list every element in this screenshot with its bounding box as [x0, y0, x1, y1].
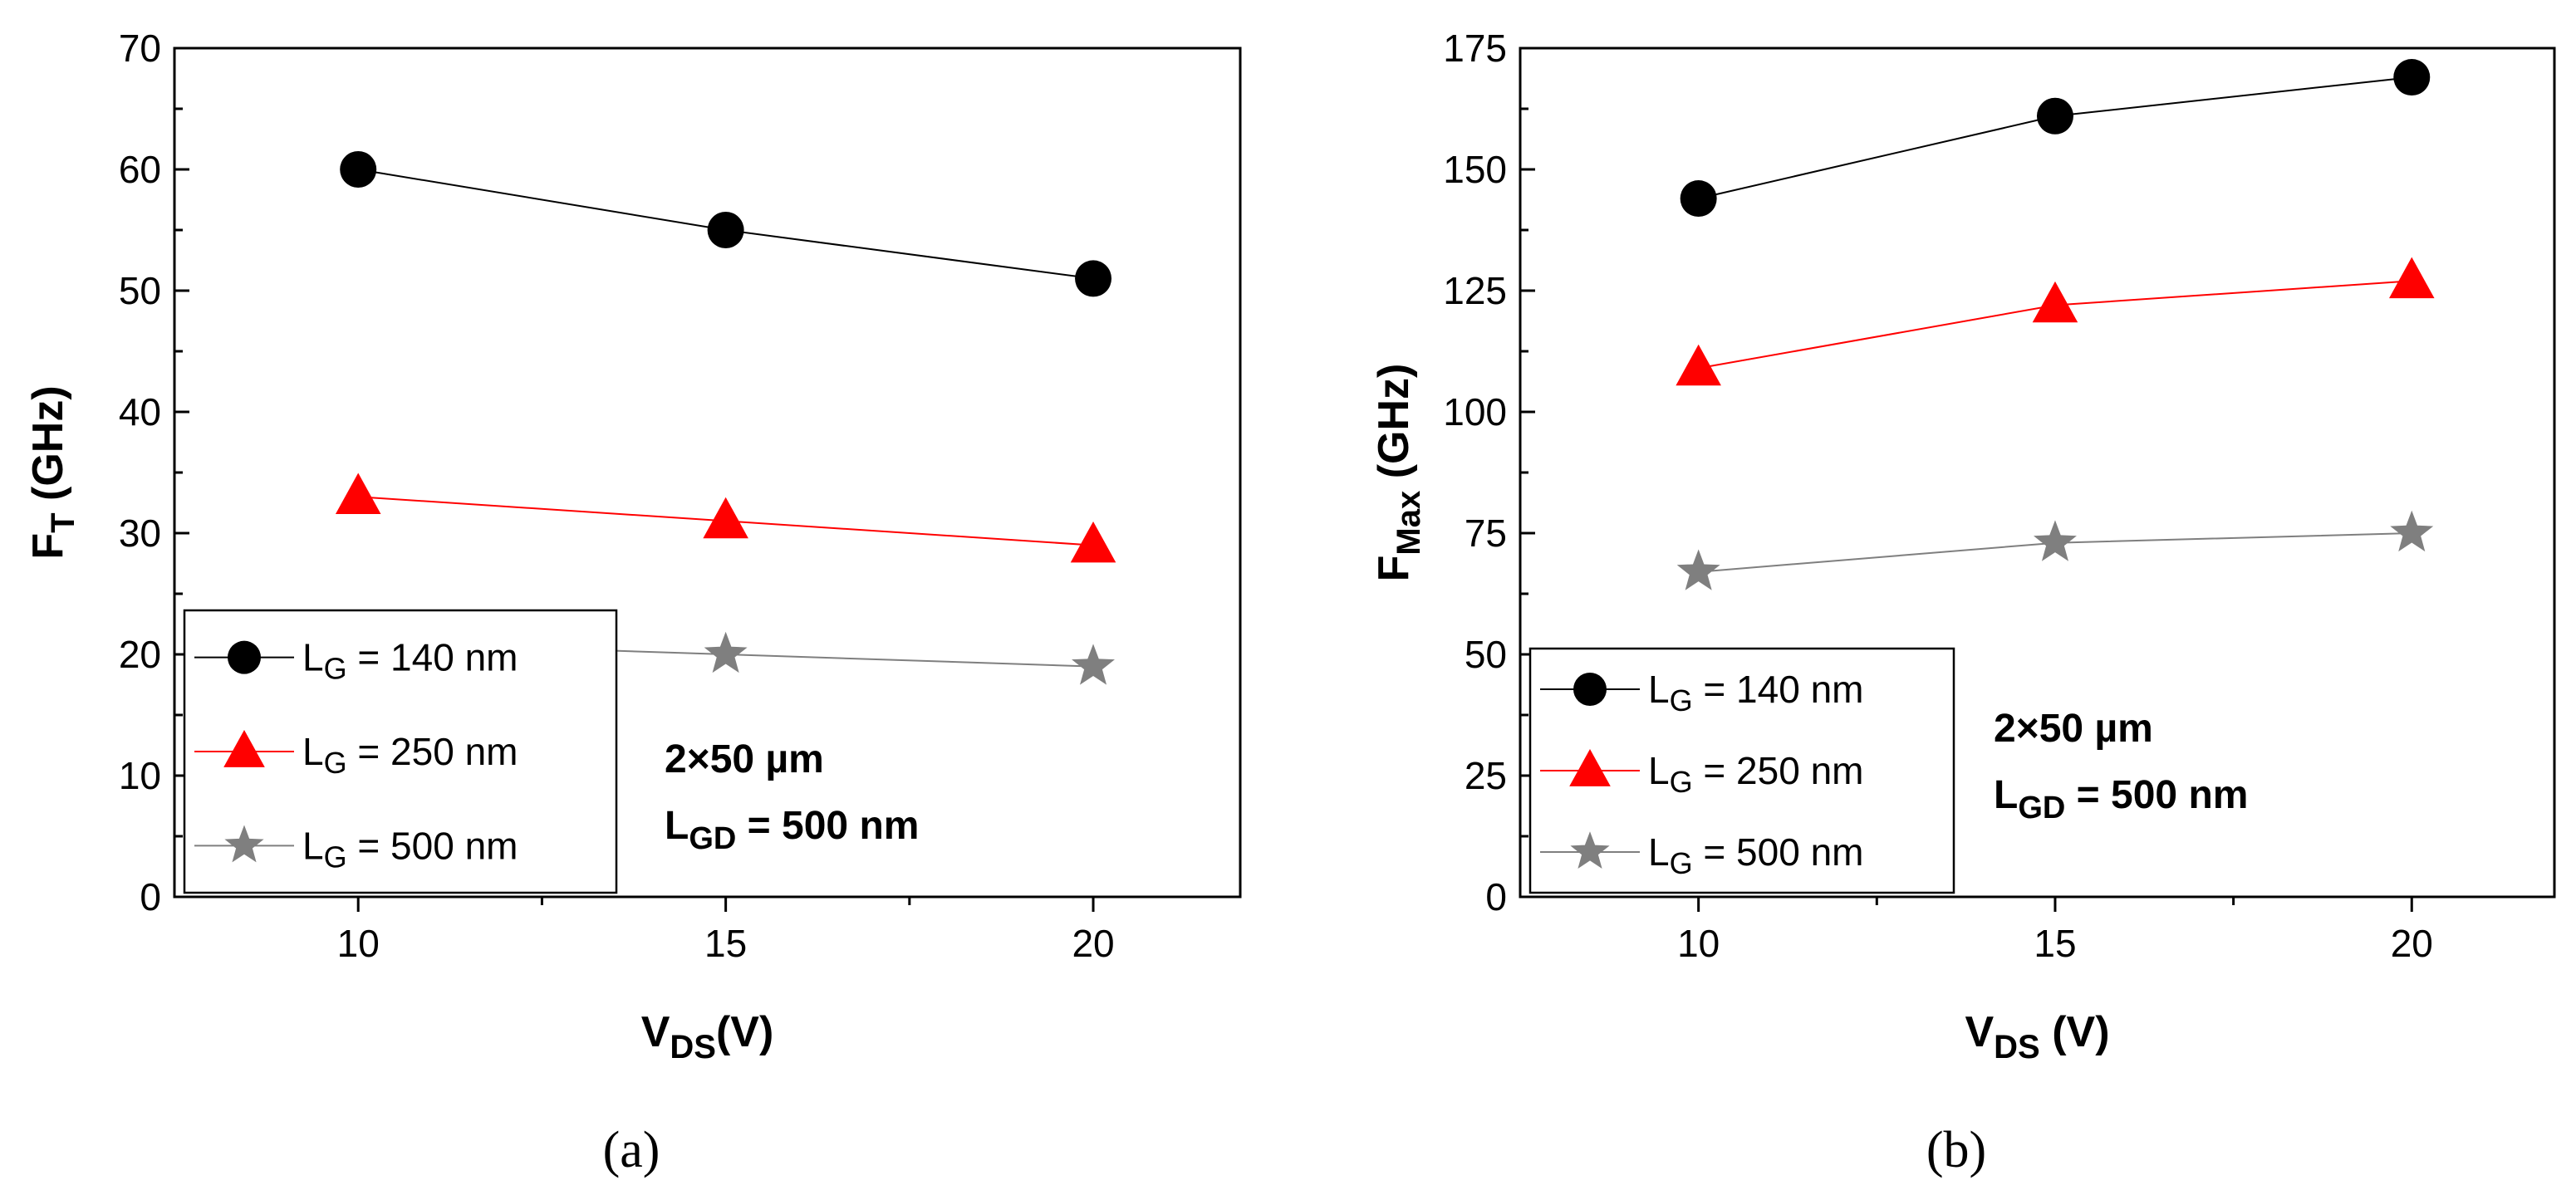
series-circle [340, 151, 1112, 297]
y-axis-title: FMax (GHz) [1370, 364, 1427, 582]
annotation-lgd: LGD = 500 nm [1994, 773, 2248, 825]
legend: LG = 140 nm LG = 250 nm LG = 500 nm [1528, 647, 1955, 894]
data-point-circle [1075, 260, 1112, 297]
data-point-circle [2036, 97, 2073, 135]
legend-marker-star [1570, 831, 1610, 869]
legend-marker-star [224, 825, 264, 863]
annotation-device-size: 2×50 µm [665, 737, 824, 781]
y-tick-label: 60 [119, 148, 161, 191]
data-point-triangle [1070, 521, 1116, 563]
annotation-lgd: LGD = 500 nm [665, 804, 919, 856]
data-point-star [1676, 549, 1720, 590]
y-tick-label: 125 [1443, 269, 1507, 312]
series-line [1698, 76, 2412, 199]
legend-marker-circle [228, 640, 261, 674]
panel-label: (b) [1926, 1122, 1986, 1178]
data-point-star [704, 631, 748, 673]
chart-panel-a: 0 10 20 30 40 50 60 70 10 15 20 VDS(V) FT (GHz) LG = … [24, 27, 1242, 1178]
x-axis-title: VDS (V) [1965, 1008, 2109, 1065]
series-circle [1680, 59, 2431, 218]
y-axis-title: FT (GHz) [24, 385, 81, 559]
legend-label: LG = 500 nm [302, 824, 518, 874]
y-tick-label: 10 [119, 754, 161, 797]
x-tick-label: 20 [2391, 922, 2433, 965]
y-tick-label: 30 [119, 512, 161, 555]
series-star [1676, 510, 2434, 590]
data-point-triangle [2388, 257, 2435, 299]
data-point-star [1072, 644, 1115, 685]
legend-label: LG = 250 nm [1648, 749, 1863, 799]
data-point-triangle [2032, 281, 2078, 323]
y-tick-label: 100 [1443, 390, 1507, 433]
legend-label: LG = 250 nm [302, 730, 518, 780]
data-point-triangle [335, 473, 381, 514]
data-point-star [2390, 510, 2434, 552]
data-point-triangle [703, 497, 748, 539]
data-point-circle [340, 151, 377, 188]
x-tick-label: 20 [1072, 922, 1114, 965]
y-tick-label: 70 [119, 27, 161, 70]
legend-marker-circle [1573, 673, 1607, 706]
data-point-circle [1680, 180, 1717, 218]
x-tick-label: 15 [2034, 922, 2076, 965]
y-tick-label: 50 [119, 269, 161, 312]
series-triangle [1676, 257, 2435, 386]
y-tick-label: 150 [1443, 148, 1507, 191]
y-tick-label: 175 [1443, 27, 1507, 70]
y-tick-label: 0 [1485, 875, 1507, 918]
y-tick-label: 20 [119, 633, 161, 676]
y-tick-label: 75 [1465, 512, 1507, 555]
y-tick-label: 40 [119, 390, 161, 433]
legend-label: LG = 500 nm [1648, 830, 1863, 880]
chart-panel-b: 0 25 50 75 100 125 150 175 10 15 20 VDS (V) FMax (GH… [1370, 27, 2556, 1178]
legend-label: LG = 140 nm [302, 636, 518, 686]
y-tick-label: 50 [1465, 633, 1507, 676]
series-triangle [335, 473, 1116, 563]
data-point-circle [707, 212, 744, 248]
x-axis-title: VDS(V) [641, 1008, 774, 1065]
legend-label: LG = 140 nm [1648, 668, 1863, 717]
x-tick-label: 10 [337, 922, 380, 965]
x-tick-label: 15 [704, 922, 747, 965]
x-tick-label: 10 [1677, 922, 1720, 965]
legend-marker-triangle [223, 729, 265, 767]
data-point-triangle [1676, 344, 1721, 386]
annotation-device-size: 2×50 µm [1994, 707, 2153, 751]
y-tick-label: 0 [140, 875, 161, 918]
y-tick-label: 25 [1465, 754, 1507, 797]
data-point-star [2034, 520, 2077, 561]
data-point-circle [2393, 59, 2431, 96]
legend: LG = 140 nm LG = 250 nm LG = 500 nm [183, 609, 618, 894]
legend-marker-triangle [1569, 748, 1611, 786]
panel-label: (a) [603, 1122, 660, 1178]
